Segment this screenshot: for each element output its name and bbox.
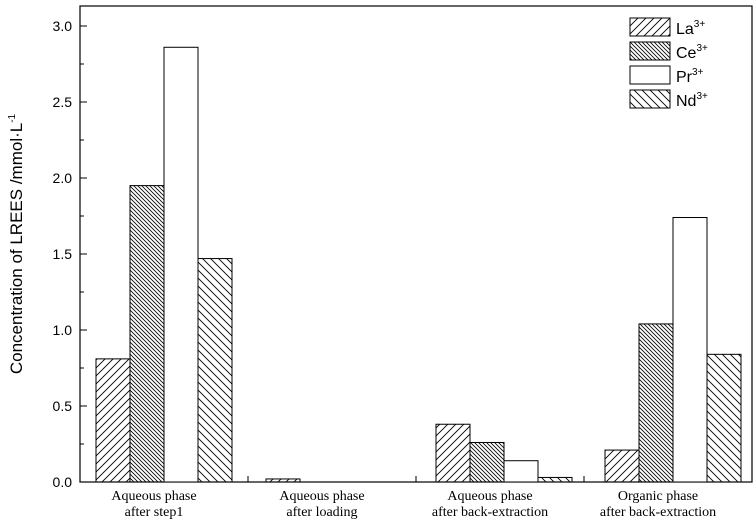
x-category-label: Aqueous phase: [111, 489, 196, 504]
y-tick-label: 1.5: [53, 246, 73, 262]
legend-swatch-pr: [629, 65, 671, 85]
legend-charge: 3+: [692, 67, 704, 78]
x-category-label: after back-extraction: [432, 505, 548, 520]
legend-label-ce: Ce3+: [676, 43, 708, 62]
x-category-label: after step1: [125, 505, 184, 520]
legend-charge: 3+: [696, 91, 708, 102]
x-category-label: Organic phase: [618, 489, 698, 504]
bar-ce: [129, 185, 165, 483]
y-axis: 0.0 0.5 1.0 1.5 2.0 2.5 3.0: [53, 18, 87, 490]
bar-pr: [672, 217, 708, 483]
y-tick-label: 0.5: [53, 398, 73, 414]
bar-nd: [706, 353, 742, 483]
y-axis-title-text: Concentration of LREES /mmol·L: [7, 123, 26, 374]
bar-pr: [503, 460, 539, 483]
x-category-label: after loading: [286, 505, 357, 520]
bar-pr: [163, 46, 199, 483]
bar-la: [95, 358, 131, 483]
y-axis-title-sup: -1: [7, 113, 18, 122]
bar-nd: [197, 258, 233, 483]
bars-group: [95, 46, 742, 483]
y-tick-label: 2.0: [53, 170, 73, 186]
bar-ce: [469, 441, 505, 483]
y-tick-label: 0.0: [53, 474, 73, 490]
y-tick-label: 3.0: [53, 18, 73, 34]
x-category-label: Aqueous phase: [279, 489, 364, 504]
legend-swatch-la: [629, 17, 671, 37]
legend-swatch-nd: [629, 89, 671, 109]
legend: La3+ Ce3+ Pr3+ Nd3+: [629, 17, 708, 110]
bar-la: [604, 449, 640, 483]
legend-label-pr: Pr3+: [676, 67, 704, 86]
y-tick-label: 2.5: [53, 94, 73, 110]
x-category-label: Aqueous phase: [447, 489, 532, 504]
bar-nd: [537, 476, 573, 483]
legend-label-nd: Nd3+: [676, 91, 708, 110]
legend-swatch-ce: [629, 41, 671, 61]
legend-charge: 3+: [696, 43, 708, 54]
bar-la: [435, 423, 471, 483]
legend-charge: 3+: [694, 19, 706, 30]
legend-label-la: La3+: [676, 19, 705, 38]
bar-ce: [638, 323, 674, 483]
y-axis-title: Concentration of LREES /mmol·L-1: [7, 113, 26, 374]
bar-la: [265, 478, 301, 483]
x-category-label: after back-extraction: [600, 505, 716, 520]
y-tick-label: 1.0: [53, 322, 73, 338]
